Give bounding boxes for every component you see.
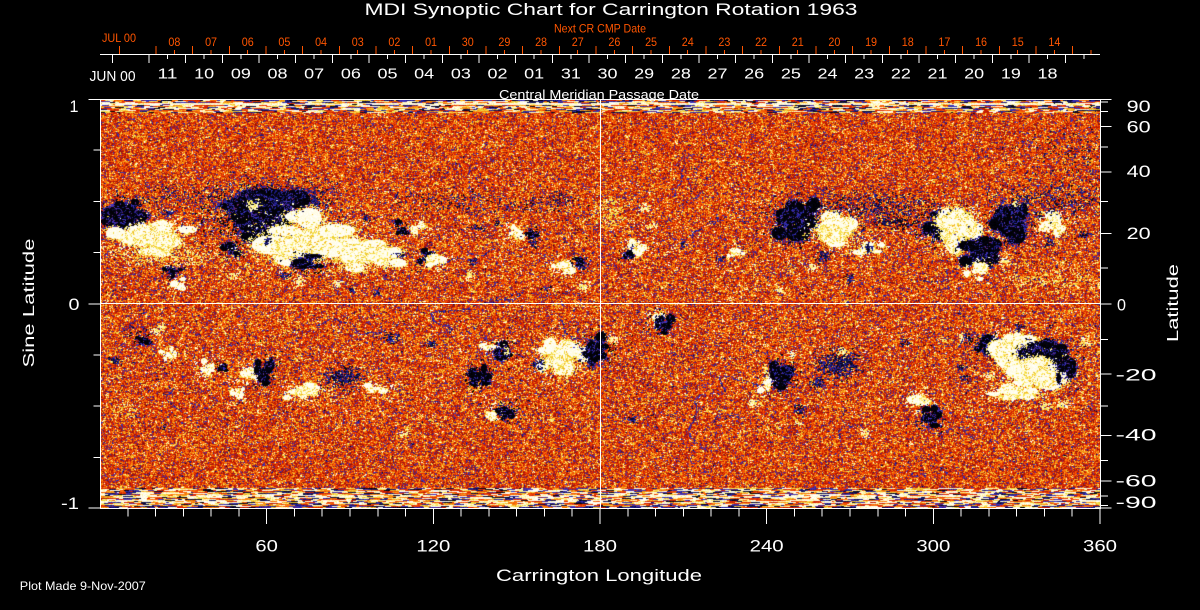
svg-text:90: 90 bbox=[1127, 97, 1151, 116]
svg-text:1: 1 bbox=[70, 97, 79, 116]
svg-text:24: 24 bbox=[818, 66, 838, 83]
svg-text:23: 23 bbox=[854, 66, 874, 83]
svg-text:07: 07 bbox=[205, 35, 217, 49]
svg-text:14: 14 bbox=[1048, 35, 1060, 49]
svg-text:-60: -60 bbox=[1116, 471, 1157, 490]
svg-text:03: 03 bbox=[451, 66, 471, 83]
svg-text:Next CR CMP Date: Next CR CMP Date bbox=[554, 22, 646, 36]
svg-text:30: 30 bbox=[598, 66, 618, 83]
svg-text:01: 01 bbox=[425, 35, 437, 49]
svg-text:-40: -40 bbox=[1116, 426, 1157, 445]
svg-text:24: 24 bbox=[682, 35, 694, 49]
svg-text:0: 0 bbox=[1117, 296, 1126, 315]
svg-text:26: 26 bbox=[744, 66, 764, 83]
svg-text:19: 19 bbox=[865, 35, 877, 49]
svg-text:MDI Synoptic Chart for Carring: MDI Synoptic Chart for Carrington Rotati… bbox=[365, 0, 858, 19]
svg-text:01: 01 bbox=[524, 66, 544, 83]
svg-text:25: 25 bbox=[645, 35, 657, 49]
svg-text:29: 29 bbox=[634, 66, 654, 83]
svg-text:16: 16 bbox=[975, 35, 987, 49]
svg-text:03: 03 bbox=[352, 35, 364, 49]
svg-text:JUN 00: JUN 00 bbox=[90, 68, 136, 85]
svg-text:06: 06 bbox=[341, 66, 361, 83]
svg-text:20: 20 bbox=[1127, 224, 1151, 243]
svg-text:-20: -20 bbox=[1116, 365, 1157, 384]
svg-text:26: 26 bbox=[608, 35, 620, 49]
svg-text:31: 31 bbox=[561, 66, 581, 83]
svg-text:240: 240 bbox=[750, 537, 784, 556]
svg-text:28: 28 bbox=[535, 35, 547, 49]
svg-text:04: 04 bbox=[315, 35, 327, 49]
svg-text:25: 25 bbox=[781, 66, 801, 83]
svg-text:30: 30 bbox=[462, 35, 474, 49]
svg-text:360: 360 bbox=[1083, 537, 1117, 556]
svg-text:20: 20 bbox=[828, 35, 840, 49]
svg-text:60: 60 bbox=[255, 537, 278, 556]
svg-text:60: 60 bbox=[1127, 118, 1151, 137]
svg-text:18: 18 bbox=[1038, 66, 1058, 83]
svg-text:40: 40 bbox=[1127, 162, 1151, 181]
svg-text:08: 08 bbox=[268, 66, 288, 83]
svg-text:180: 180 bbox=[583, 537, 617, 556]
svg-text:09: 09 bbox=[231, 66, 251, 83]
svg-text:Carrington Longitude: Carrington Longitude bbox=[496, 566, 702, 585]
svg-text:18: 18 bbox=[902, 35, 914, 49]
svg-text:22: 22 bbox=[891, 66, 911, 83]
svg-text:Sine Latitude: Sine Latitude bbox=[21, 238, 38, 367]
svg-text:29: 29 bbox=[498, 35, 510, 49]
svg-text:02: 02 bbox=[388, 35, 400, 49]
svg-text:28: 28 bbox=[671, 66, 691, 83]
svg-text:02: 02 bbox=[488, 66, 508, 83]
svg-text:05: 05 bbox=[278, 35, 290, 49]
svg-text:22: 22 bbox=[755, 35, 767, 49]
svg-text:11: 11 bbox=[158, 66, 178, 83]
svg-text:21: 21 bbox=[792, 35, 804, 49]
svg-text:Plot Made 9-Nov-2007: Plot Made 9-Nov-2007 bbox=[20, 579, 146, 593]
svg-text:21: 21 bbox=[928, 66, 948, 83]
svg-text:20: 20 bbox=[964, 66, 984, 83]
svg-text:10: 10 bbox=[194, 66, 214, 83]
svg-text:0: 0 bbox=[69, 295, 80, 314]
svg-text:07: 07 bbox=[304, 66, 324, 83]
svg-text:17: 17 bbox=[938, 35, 950, 49]
svg-text:04: 04 bbox=[414, 66, 434, 83]
svg-text:05: 05 bbox=[378, 66, 398, 83]
svg-text:23: 23 bbox=[718, 35, 730, 49]
svg-text:27: 27 bbox=[708, 66, 728, 83]
svg-text:06: 06 bbox=[242, 35, 254, 49]
svg-text:Central Meridian Passage Date: Central Meridian Passage Date bbox=[499, 87, 699, 102]
svg-text:19: 19 bbox=[1001, 66, 1021, 83]
svg-text:-1: -1 bbox=[61, 494, 79, 513]
svg-text:120: 120 bbox=[416, 537, 450, 556]
svg-text:08: 08 bbox=[168, 35, 180, 49]
svg-text:-90: -90 bbox=[1116, 493, 1157, 512]
svg-text:Latitude: Latitude bbox=[1165, 264, 1182, 342]
svg-text:JUL 00: JUL 00 bbox=[102, 31, 136, 45]
svg-text:15: 15 bbox=[1012, 35, 1024, 49]
svg-text:27: 27 bbox=[572, 35, 584, 49]
svg-text:300: 300 bbox=[916, 537, 950, 556]
